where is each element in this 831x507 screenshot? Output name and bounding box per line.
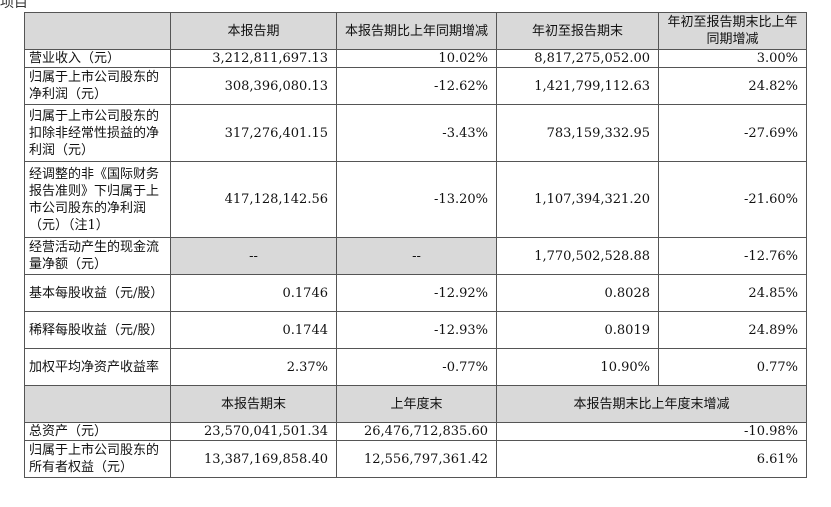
cell-value: 24.82% [658,67,807,105]
row-label: 归属于上市公司股东的扣除非经常性损益的净利润（元） [24,104,171,162]
row-label: 归属于上市公司股东的所有者权益（元） [24,440,171,478]
row-label: 加权平均净资产收益率 [24,348,171,386]
header-blank-cell [24,385,171,423]
row-label: 经营活动产生的现金流量净额（元） [24,237,171,275]
cell-value: 10.02% [336,49,497,68]
header-blank-cell [24,12,171,50]
cell-value: -3.43% [336,104,497,162]
cell-value: 3.00% [658,49,807,68]
table-row: 归属于上市公司股东的净利润（元） 308,396,080.13 -12.62% … [24,67,807,105]
cell-value: 10.90% [496,348,659,386]
cell-value: -12.92% [336,274,497,312]
table-row: 经调整的非《国际财务报告准则》下归属于上市公司股东的净利润（元）（注1） 417… [24,161,807,238]
cell-value: 0.77% [658,348,807,386]
header-row-1: 本报告期 本报告期比上年同期增减 年初至报告期末 年初至报告期末比上年同期增减 [24,12,807,50]
cell-value: 12,556,797,361.42 [336,440,497,478]
cell-value: 2.37% [170,348,337,386]
cell-value: -10.98% [496,422,807,441]
cell-value: 1,421,799,112.63 [496,67,659,105]
cell-value: -12.93% [336,311,497,349]
cell-value: 3,212,811,697.13 [170,49,337,68]
cell-value: 23,570,041,501.34 [170,422,337,441]
cell-value: -12.76% [658,237,807,275]
col-change-vs-prior-year-end: 本报告期末比上年度末增减 [496,385,807,423]
row-label: 归属于上市公司股东的净利润（元） [24,67,171,105]
cell-value: -- [170,237,337,275]
cell-value: 24.85% [658,274,807,312]
row-label: 稀释每股收益（元/股） [24,311,171,349]
cell-value: 0.8028 [496,274,659,312]
table-row: 基本每股收益（元/股） 0.1746 -12.92% 0.8028 24.85% [24,274,807,312]
row-label: 基本每股收益（元/股） [24,274,171,312]
cell-value: -27.69% [658,104,807,162]
cell-value: -13.20% [336,161,497,238]
cell-value: 13,387,169,858.40 [170,440,337,478]
col-prior-year-end: 上年度末 [336,385,497,423]
row-label: 总资产（元） [24,422,171,441]
table-row: 归属于上市公司股东的扣除非经常性损益的净利润（元） 317,276,401.15… [24,104,807,162]
table-row: 营业收入（元） 3,212,811,697.13 10.02% 8,817,27… [24,49,807,68]
cell-value: 8,817,275,052.00 [496,49,659,68]
table-row: 加权平均净资产收益率 2.37% -0.77% 10.90% 0.77% [24,348,807,386]
cell-value: 26,476,712,835.60 [336,422,497,441]
cell-value: 0.1744 [170,311,337,349]
table-row: 归属于上市公司股东的所有者权益（元） 13,387,169,858.40 12,… [24,440,807,478]
cell-value: 417,128,142.56 [170,161,337,238]
cell-value: 24.89% [658,311,807,349]
financial-data-table: 本报告期 本报告期比上年同期增减 年初至报告期末 年初至报告期末比上年同期增减 … [24,12,807,478]
cell-value: -12.62% [336,67,497,105]
cell-value: 1,770,502,528.88 [496,237,659,275]
cell-value: 317,276,401.15 [170,104,337,162]
cell-value: -- [336,237,497,275]
cell-value: -0.77% [336,348,497,386]
row-label: 经调整的非《国际财务报告准则》下归属于上市公司股东的净利润（元）（注1） [24,161,171,238]
table-row: 总资产（元） 23,570,041,501.34 26,476,712,835.… [24,422,807,441]
table-row: 经营活动产生的现金流量净额（元） -- -- 1,770,502,528.88 … [24,237,807,275]
cell-value: 308,396,080.13 [170,67,337,105]
col-current-period: 本报告期 [170,12,337,50]
cell-value: 1,107,394,321.20 [496,161,659,238]
header-row-2: 本报告期末 上年度末 本报告期末比上年度末增减 [24,385,807,423]
cell-value: -21.60% [658,161,807,238]
cell-value: 783,159,332.95 [496,104,659,162]
cell-value: 6.61% [496,440,807,478]
cell-value: 0.8019 [496,311,659,349]
section-heading-fragment: 项目 [0,0,28,11]
cell-value: 0.1746 [170,274,337,312]
col-ytd-yoy: 年初至报告期末比上年同期增减 [658,12,807,50]
col-current-period-yoy: 本报告期比上年同期增减 [336,12,497,50]
table-row: 稀释每股收益（元/股） 0.1744 -12.93% 0.8019 24.89% [24,311,807,349]
col-period-end: 本报告期末 [170,385,337,423]
row-label: 营业收入（元） [24,49,171,68]
col-ytd: 年初至报告期末 [496,12,659,50]
